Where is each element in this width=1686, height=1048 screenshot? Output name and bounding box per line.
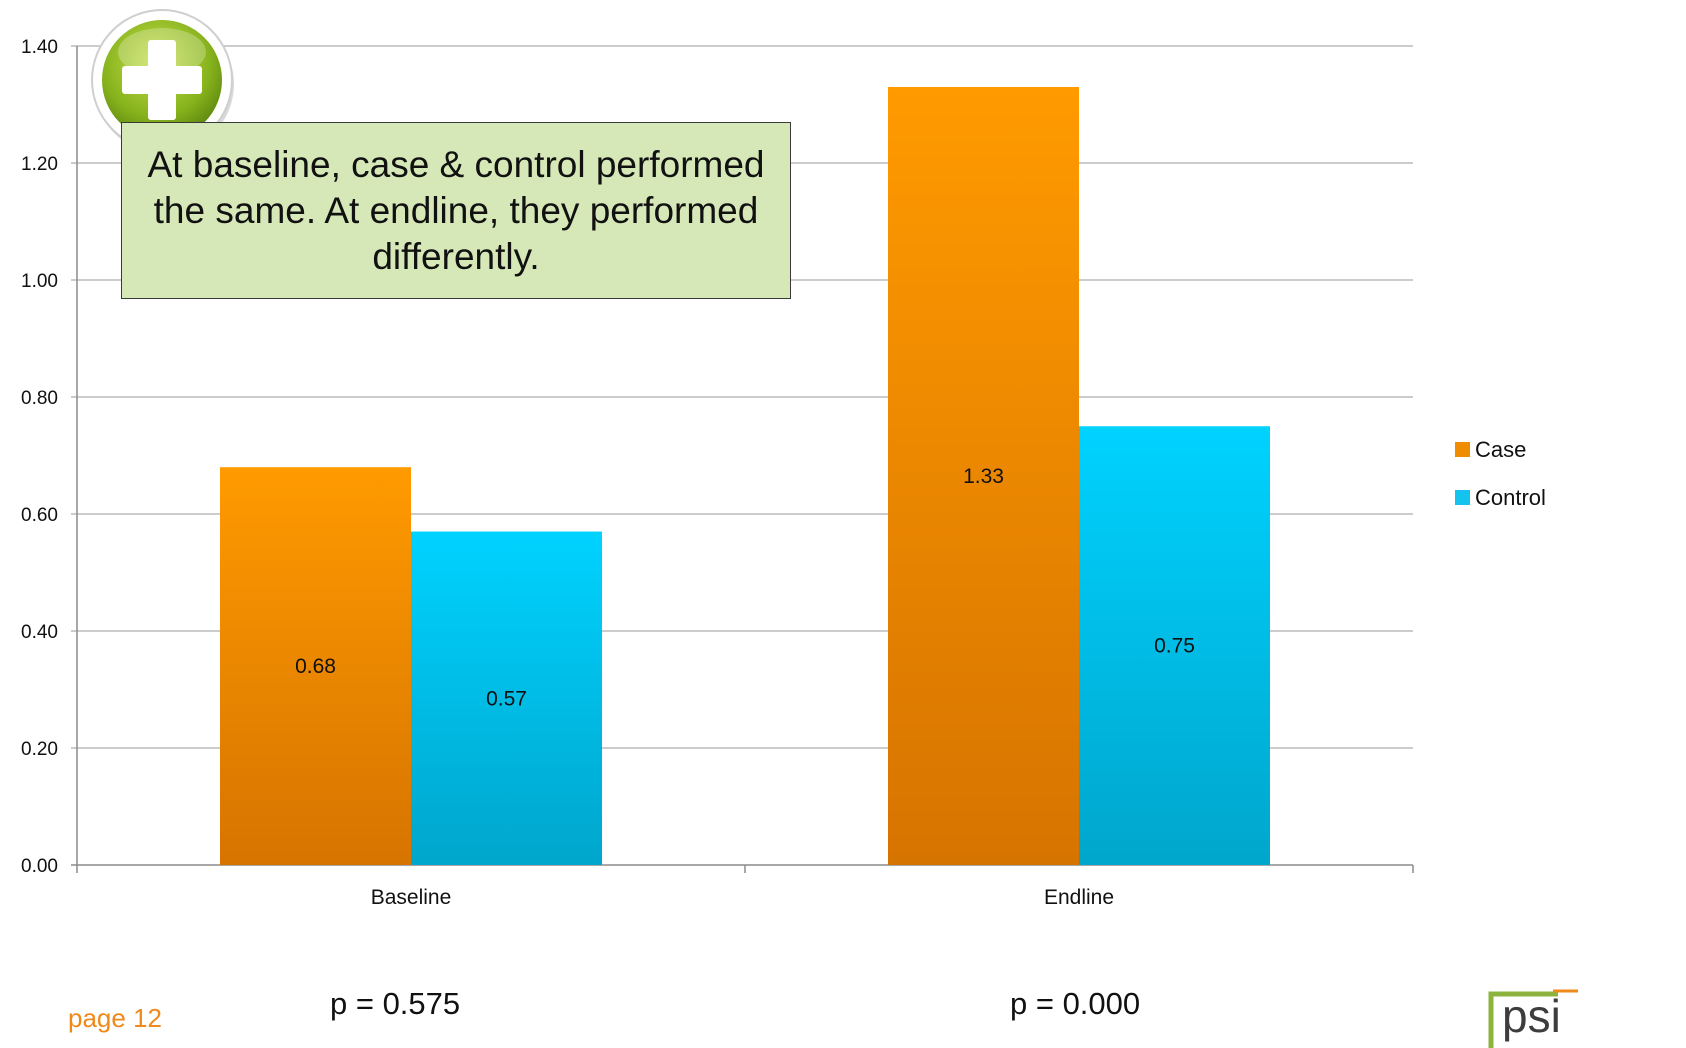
- callout-box: At baseline, case & control performed th…: [121, 122, 791, 299]
- logo-text: psi: [1502, 990, 1561, 1042]
- data-label: 0.68: [295, 655, 336, 678]
- legend-swatch-case: [1455, 442, 1470, 457]
- bar-case-baseline: [220, 467, 411, 865]
- callout-text: At baseline, case & control performed th…: [147, 143, 765, 277]
- y-tick-label: 0.80: [21, 388, 58, 409]
- data-label: 0.75: [1154, 635, 1195, 658]
- x-category-label: Baseline: [371, 886, 452, 909]
- y-tick-label: 0.00: [21, 856, 58, 877]
- y-tick-label: 1.00: [21, 271, 58, 292]
- psi-logo: psi: [1488, 989, 1578, 1048]
- bar-case-endline: [888, 86, 1079, 865]
- legend-item-case: Case: [1455, 437, 1546, 462]
- legend-label-case: Case: [1475, 436, 1527, 462]
- legend: Case Control: [1455, 437, 1546, 533]
- y-tick-label: 1.40: [21, 37, 58, 58]
- p-value-endline: p = 0.000: [1010, 986, 1141, 1021]
- y-tick-label: 0.60: [21, 505, 58, 526]
- plus-icon: [91, 9, 234, 154]
- data-label: 1.33: [963, 465, 1004, 488]
- x-category-label: Endline: [1044, 886, 1114, 909]
- y-tick-label: 1.20: [21, 154, 58, 175]
- bar-control-baseline: [411, 531, 602, 865]
- y-tick-label: 0.20: [21, 739, 58, 760]
- p-value-baseline: p = 0.575: [330, 986, 461, 1021]
- bar-control-endline: [1079, 426, 1270, 865]
- page-label: page 12: [68, 1003, 162, 1033]
- data-label: 0.57: [486, 687, 527, 710]
- legend-item-control: Control: [1455, 485, 1546, 510]
- legend-label-control: Control: [1475, 484, 1546, 510]
- legend-swatch-control: [1455, 490, 1470, 505]
- y-tick-label: 0.40: [21, 622, 58, 643]
